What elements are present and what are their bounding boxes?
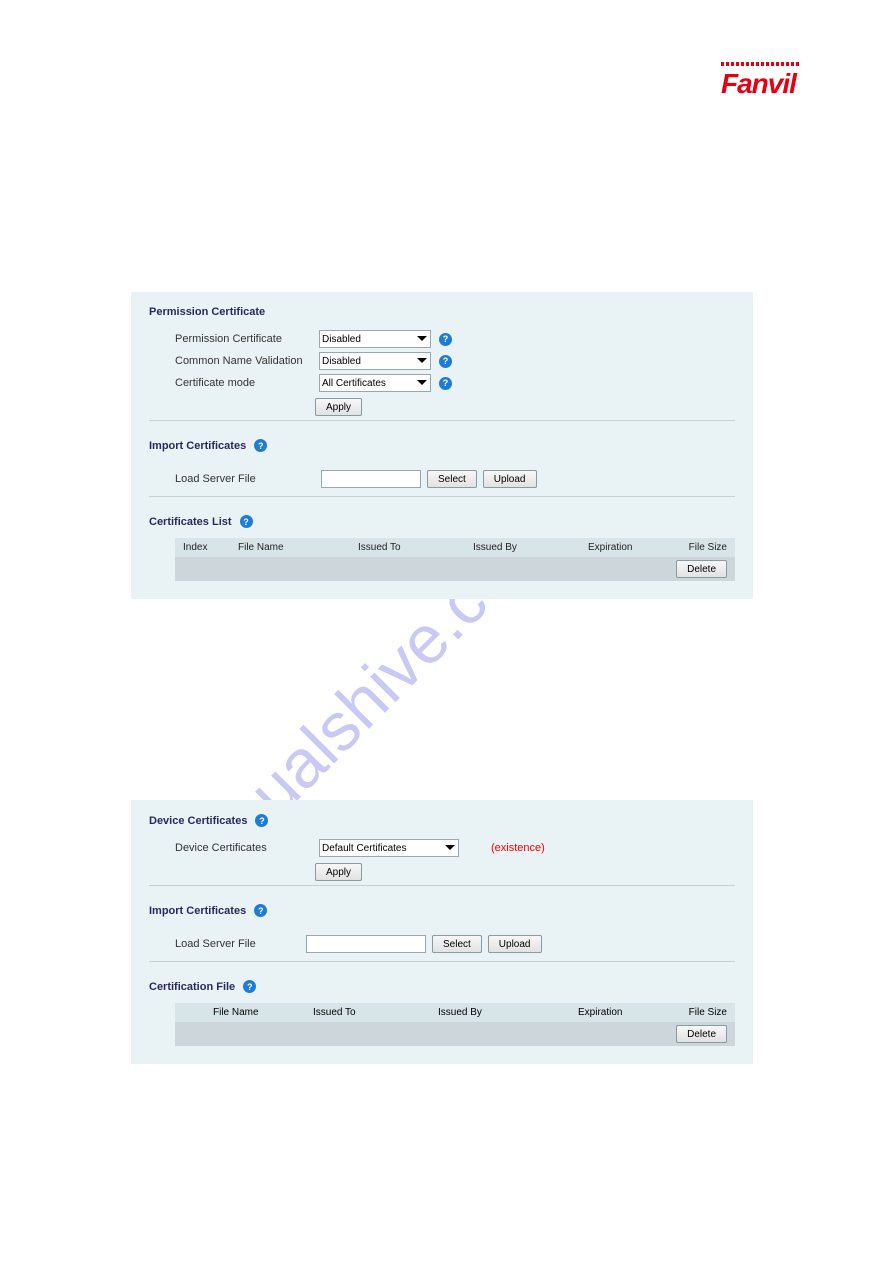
device-certificates-label: Device Certificates bbox=[149, 815, 247, 827]
certfile-table-header: File Name Issued To Issued By Expiration… bbox=[175, 1003, 735, 1022]
file-input-2[interactable] bbox=[306, 935, 426, 953]
certificates-table-row: Delete bbox=[175, 557, 735, 581]
row-device-certificates: Device Certificates Default Certificates… bbox=[131, 837, 753, 859]
label-certificate-mode: Certificate mode bbox=[175, 377, 315, 389]
label-load-server-file-2: Load Server File bbox=[175, 938, 300, 950]
help-icon[interactable]: ? bbox=[439, 333, 452, 346]
col-issuedby: Issued By bbox=[438, 1007, 578, 1018]
help-icon[interactable]: ? bbox=[243, 980, 256, 993]
label-permission-certificate: Permission Certificate bbox=[175, 333, 315, 345]
upload-button[interactable]: Upload bbox=[483, 470, 537, 488]
brand-logo: Fanvil bbox=[721, 62, 799, 100]
import-certificates-label: Import Certificates bbox=[149, 440, 246, 452]
section-title-device: Device Certificates ? bbox=[131, 814, 286, 837]
certfile-table-row: Delete bbox=[175, 1022, 735, 1046]
select-button[interactable]: Select bbox=[427, 470, 477, 488]
existence-note: (existence) bbox=[491, 842, 545, 854]
section-title-import-2: Import Certificates ? bbox=[131, 896, 285, 927]
label-load-server-file: Load Server File bbox=[175, 473, 315, 485]
col-issuedto: Issued To bbox=[358, 542, 473, 553]
certification-file-label: Certification File bbox=[149, 981, 235, 993]
label-device-certificates: Device Certificates bbox=[175, 842, 315, 854]
help-icon[interactable]: ? bbox=[439, 355, 452, 368]
permission-certificate-panel: Permission Certificate Permission Certif… bbox=[131, 292, 753, 599]
col-filesize: File Size bbox=[663, 1007, 727, 1018]
select-device-certificates[interactable]: Default Certificates bbox=[319, 839, 459, 857]
row-certificate-mode: Certificate mode All Certificates ? bbox=[131, 372, 753, 394]
apply-button[interactable]: Apply bbox=[315, 863, 362, 881]
row-permission-certificate: Permission Certificate Disabled ? bbox=[131, 328, 753, 350]
help-icon[interactable]: ? bbox=[254, 904, 267, 917]
delete-button-2[interactable]: Delete bbox=[676, 1025, 727, 1043]
col-filename: File Name bbox=[238, 542, 358, 553]
device-certificates-panel: Device Certificates ? Device Certificate… bbox=[131, 800, 753, 1064]
select-common-name-validation[interactable]: Disabled bbox=[319, 352, 431, 370]
col-filesize: File Size bbox=[678, 542, 727, 553]
help-icon[interactable]: ? bbox=[254, 439, 267, 452]
divider bbox=[149, 885, 735, 886]
certificates-list-label: Certificates List bbox=[149, 516, 232, 528]
divider bbox=[149, 961, 735, 962]
delete-button[interactable]: Delete bbox=[676, 560, 727, 578]
apply-row: Apply bbox=[131, 859, 753, 885]
row-load-server-file: Load Server File Select Upload bbox=[131, 462, 753, 496]
apply-button[interactable]: Apply bbox=[315, 398, 362, 416]
col-expiration: Expiration bbox=[578, 1007, 663, 1018]
col-issuedto: Issued To bbox=[313, 1007, 438, 1018]
col-issuedby: Issued By bbox=[473, 542, 588, 553]
col-expiration: Expiration bbox=[588, 542, 678, 553]
divider bbox=[149, 420, 735, 421]
label-common-name-validation: Common Name Validation bbox=[175, 355, 315, 367]
col-filename: File Name bbox=[183, 1007, 313, 1018]
certificates-table-header: Index File Name Issued To Issued By Expi… bbox=[175, 538, 735, 557]
help-icon[interactable]: ? bbox=[240, 515, 253, 528]
section-title-list: Certificates List ? bbox=[131, 507, 271, 538]
help-icon[interactable]: ? bbox=[439, 377, 452, 390]
file-input[interactable] bbox=[321, 470, 421, 488]
divider bbox=[149, 496, 735, 497]
import-certificates-label-2: Import Certificates bbox=[149, 905, 246, 917]
select-button-2[interactable]: Select bbox=[432, 935, 482, 953]
apply-row: Apply bbox=[131, 394, 753, 420]
section-title-import: Import Certificates ? bbox=[131, 431, 285, 462]
row-common-name-validation: Common Name Validation Disabled ? bbox=[131, 350, 753, 372]
upload-button-2[interactable]: Upload bbox=[488, 935, 542, 953]
select-certificate-mode[interactable]: All Certificates bbox=[319, 374, 431, 392]
col-index: Index bbox=[183, 542, 238, 553]
row-load-server-file-2: Load Server File Select Upload bbox=[131, 927, 753, 961]
logo-text: Fanvil bbox=[721, 68, 796, 99]
help-icon[interactable]: ? bbox=[255, 814, 268, 827]
section-title-permission: Permission Certificate bbox=[131, 306, 753, 328]
select-permission-certificate[interactable]: Disabled bbox=[319, 330, 431, 348]
section-title-certfile: Certification File ? bbox=[131, 972, 274, 1003]
